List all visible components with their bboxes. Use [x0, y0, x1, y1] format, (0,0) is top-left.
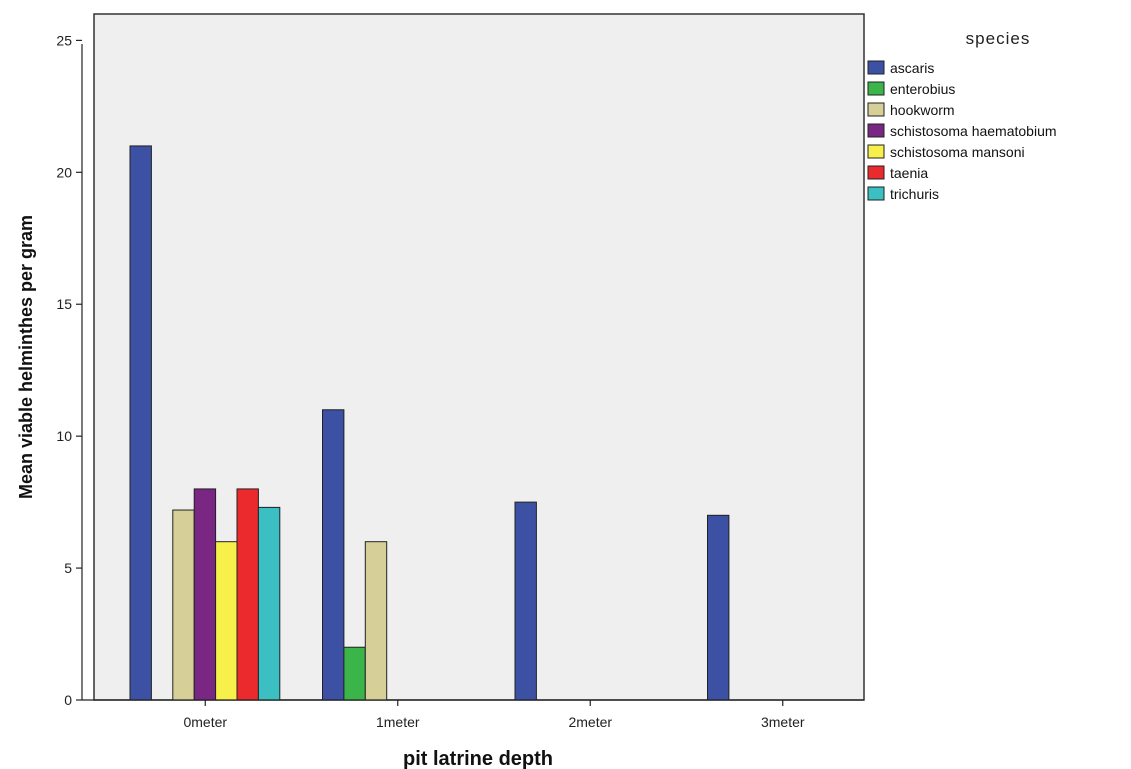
- legend-label: schistosoma haematobium: [890, 123, 1057, 139]
- bar-hookworm-0meter: [172, 509, 195, 701]
- bars-group: [129, 145, 730, 701]
- bar-enterobius-1meter: [343, 646, 366, 701]
- bar-ascaris-1meter: [322, 409, 345, 701]
- legend-swatch: [867, 60, 885, 75]
- legend-swatch: [867, 81, 885, 96]
- x-axis-title: pit latrine depth: [403, 748, 553, 769]
- y-axis-title: Mean viable helminthes per gram: [16, 215, 36, 499]
- legend-swatch: [867, 165, 885, 180]
- y-tick-label: 25: [56, 32, 72, 48]
- bar-ascaris-0meter: [129, 145, 152, 701]
- bar-ascaris-3meter: [707, 514, 730, 701]
- x-tick-label: 0meter: [183, 714, 227, 730]
- y-tick-label: 20: [56, 164, 72, 180]
- bar-ascaris-2meter: [514, 501, 537, 701]
- legend-swatch: [867, 186, 885, 201]
- legend-label: trichuris: [890, 186, 939, 202]
- legend-items: ascaris enterobius hookworm schistosoma hae…: [867, 60, 1057, 202]
- legend-swatch: [867, 144, 885, 159]
- bar-taenia-0meter: [236, 488, 259, 701]
- x-tick-label: 2meter: [568, 714, 612, 730]
- legend-swatch: [867, 123, 885, 138]
- legend-label: hookworm: [890, 102, 955, 118]
- legend-label: schistosoma mansoni: [890, 144, 1025, 160]
- x-tick-label: 1meter: [376, 714, 420, 730]
- y-tick-label: 10: [56, 428, 72, 444]
- x-tick-label: 3meter: [761, 714, 805, 730]
- legend-label: enterobius: [890, 81, 955, 97]
- y-tick-label: 15: [56, 296, 72, 312]
- bar-schistosoma-haematobium-0meter: [193, 488, 217, 701]
- legend-label: ascaris: [890, 60, 934, 76]
- axes-group: 0 5 10 15 20 25 0meter 1meter 2meter 3meter: [56, 32, 864, 730]
- y-tick-label: 5: [64, 560, 72, 576]
- legend-title: species: [966, 29, 1031, 48]
- legend-swatch: [867, 102, 885, 117]
- legend: species ascaris enterobius hookworm schisto…: [867, 29, 1057, 202]
- bar-trichuris-0meter: [257, 506, 281, 701]
- legend-label: taenia: [890, 165, 928, 181]
- bar-schistosoma-mansoni-0meter: [215, 541, 238, 701]
- y-tick-label: 0: [64, 692, 72, 708]
- bar-hookworm-1meter: [364, 541, 388, 701]
